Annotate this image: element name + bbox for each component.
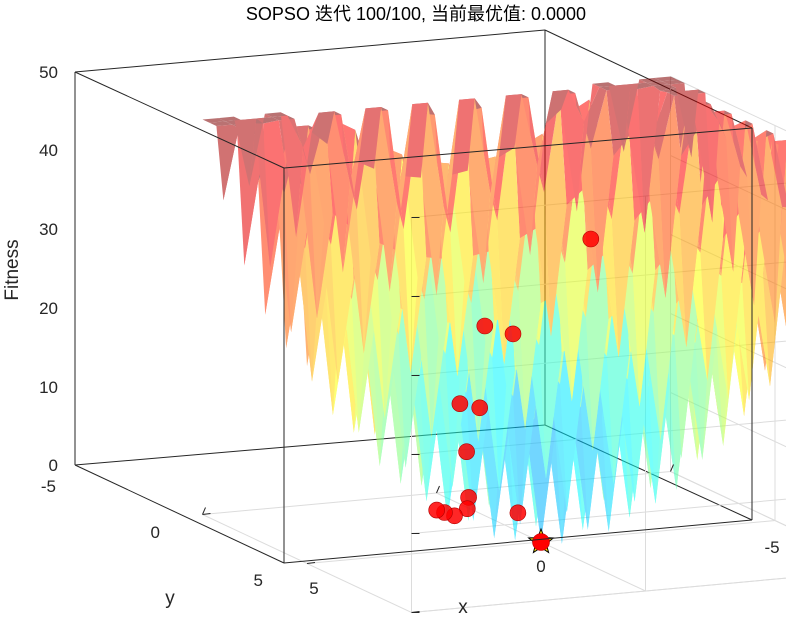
y-tick — [411, 611, 420, 613]
surface-patch — [237, 134, 260, 266]
surface-patch — [689, 92, 713, 223]
best-position-marker — [527, 527, 555, 554]
y-tick-label: -5 — [41, 477, 56, 496]
surface-patch — [679, 105, 702, 348]
y-tick — [306, 562, 316, 564]
surface-patch — [358, 107, 382, 169]
surface-patch — [483, 95, 506, 284]
x-tick-labels: 5 0 -5 — [309, 538, 779, 598]
particle-point — [582, 230, 600, 248]
gridline-z — [411, 392, 786, 534]
x-axis-line — [283, 519, 753, 564]
surface-patch — [700, 115, 723, 381]
x-tick — [670, 464, 674, 472]
box-edge-top-front — [283, 127, 753, 169]
surface-patch — [311, 111, 335, 144]
y-tick-labels: -5 0 5 — [41, 477, 263, 590]
y-tick — [202, 513, 211, 515]
surface-patch — [498, 94, 522, 158]
surface-patch — [202, 118, 226, 123]
z-tick-label: 20 — [39, 299, 58, 318]
particle-point — [458, 443, 475, 461]
surface-patch — [374, 107, 397, 292]
surface-patch — [583, 86, 607, 149]
particle-point — [476, 317, 494, 335]
surface-patch — [561, 89, 584, 212]
particle-point — [428, 501, 446, 519]
surface-patch — [452, 98, 475, 175]
particle-point — [504, 325, 522, 343]
surface-patch — [623, 79, 647, 152]
z-tick-label: 40 — [39, 141, 58, 160]
particle-point — [471, 399, 489, 417]
surface-patch — [218, 116, 241, 122]
surface-patch — [327, 111, 350, 273]
surface-patch — [637, 85, 661, 233]
surface-patch — [658, 95, 682, 298]
surface-patch — [653, 84, 676, 91]
surface-patch — [651, 92, 675, 160]
surface-patch — [545, 89, 569, 124]
surface-patch — [514, 94, 538, 256]
box-edge-top-back — [74, 29, 546, 73]
y-tick-label: 0 — [151, 523, 160, 542]
surface-patch — [639, 77, 662, 83]
surface-patch — [592, 82, 616, 87]
surface-patch — [389, 104, 413, 292]
best-point — [532, 533, 550, 551]
y-axis-line — [74, 464, 285, 564]
y-axis-label: y — [165, 588, 175, 609]
x-tick — [436, 485, 440, 494]
surface-patch — [264, 112, 288, 117]
surface-patch — [467, 98, 491, 284]
surface-patch — [216, 124, 239, 201]
chart-title: SOPSO 迭代 100/100, 当前最优值: 0.0000 — [246, 4, 586, 24]
x-tick-label: -5 — [764, 538, 779, 557]
surface-patch — [405, 102, 428, 178]
x-axis-label: x — [458, 597, 468, 618]
surface-patch — [280, 112, 304, 238]
surface-patch — [497, 98, 520, 365]
surface-patch — [518, 164, 541, 430]
front-box — [74, 71, 753, 564]
z-axis-label: Fitness — [2, 239, 23, 300]
surface-patch — [249, 113, 272, 187]
gridline-x — [670, 471, 786, 527]
surface-patch — [759, 130, 782, 323]
gridline-y — [411, 577, 786, 613]
box-edge-top-left — [74, 71, 285, 169]
surface-patch — [611, 100, 635, 358]
z-tick-label: 50 — [39, 63, 58, 82]
surface-patch — [436, 99, 460, 296]
axis-ticks — [202, 217, 674, 613]
z-tick-labels: 50 40 30 20 10 0 — [39, 63, 58, 475]
particle-point — [509, 504, 527, 522]
surface-patch — [632, 137, 656, 407]
z-tick-label: 30 — [39, 220, 58, 239]
x-tick-label: 0 — [536, 557, 545, 576]
surface-patch — [608, 82, 631, 152]
z-tick-label: 0 — [49, 456, 58, 475]
surface-patch — [646, 81, 669, 86]
y-tick-label: 5 — [254, 571, 263, 590]
surface-patch — [668, 83, 692, 158]
surface-patch — [209, 121, 232, 126]
particle-point — [451, 395, 469, 413]
surface-patch — [564, 131, 588, 402]
surface-patch — [661, 79, 685, 85]
surface-patch — [342, 108, 366, 273]
surface-patch — [233, 116, 257, 187]
surface-patch — [537, 91, 560, 193]
z-tick-label: 10 — [39, 378, 58, 397]
x-tick-label: 5 — [309, 579, 318, 598]
particles — [428, 230, 600, 525]
surface-patch — [544, 94, 567, 337]
surface-rastrigin — [202, 76, 786, 544]
particle-point — [458, 500, 476, 518]
x-tick — [202, 507, 206, 515]
surface-patch — [654, 76, 678, 82]
surface-patch — [420, 102, 444, 296]
